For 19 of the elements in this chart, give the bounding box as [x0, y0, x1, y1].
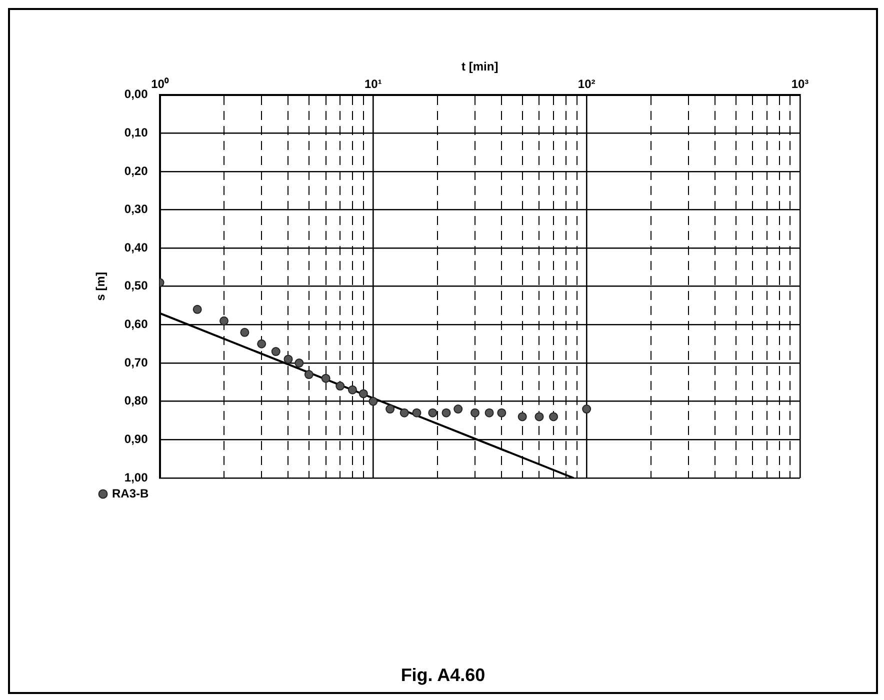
- y-tick-label: 0,20: [124, 164, 148, 178]
- x-tick-label: 10²: [578, 76, 596, 91]
- x-tick-label: 10¹: [364, 76, 382, 91]
- y-tick-label: 0,80: [124, 394, 148, 408]
- y-tick-label: 0,50: [124, 278, 148, 293]
- y-tick-label: 0,00: [124, 87, 148, 102]
- x-tick-label: 10³: [791, 76, 809, 91]
- y-axis-title: s [m]: [94, 272, 108, 301]
- y-tick-label: 0,60: [124, 317, 148, 332]
- x-tick-label: 10⁰: [151, 76, 170, 91]
- y-tick-label: 0,90: [124, 432, 148, 446]
- caption: Fig. A4.60: [400, 665, 486, 686]
- x-axis-title: t [min]: [462, 60, 498, 74]
- y-tick-label: 0,30: [124, 202, 148, 216]
- y-tick-label: 0,10: [124, 125, 148, 140]
- y-tick-label: 1,00: [124, 470, 148, 484]
- y-tick-label: 0,40: [124, 240, 148, 254]
- y-tick-label: 0,70: [124, 355, 148, 370]
- legend-label: RA3-B: [112, 486, 149, 500]
